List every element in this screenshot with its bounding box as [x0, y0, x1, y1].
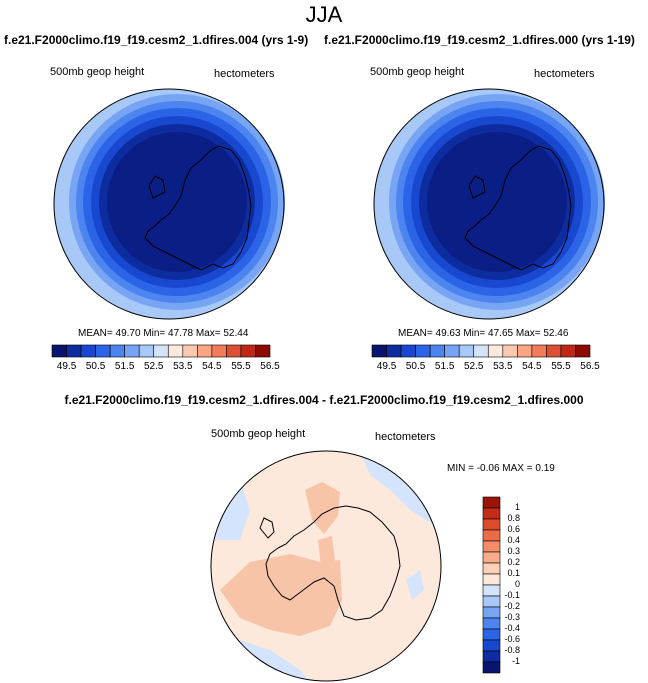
colorbar-box [371, 344, 387, 358]
diff-positive-patch-c [318, 536, 336, 576]
colorbar-box [138, 344, 155, 358]
diff-polar-map [210, 450, 442, 682]
colorbar-tick-label: 51.5 [434, 361, 455, 372]
panel2-variable-label: 500mb geop height [370, 66, 465, 78]
diff-colorbar [482, 496, 501, 674]
colorbar-tick-label: 52.5 [143, 361, 164, 372]
colorbar-box [546, 344, 562, 358]
diff-colorbar-tick-label: 0 [514, 579, 520, 589]
colorbar-box [182, 344, 198, 358]
panel1-units-label: hectometers [214, 68, 275, 80]
diff-colorbar-tick-label: -0.6 [504, 634, 520, 644]
colorbar-box [226, 344, 242, 358]
panel2-units-label: hectometers [534, 68, 595, 80]
diff-negative-patch-e [406, 570, 424, 600]
diff-colorbar-tick-label: -1 [511, 656, 520, 666]
colorbar-box [415, 344, 431, 358]
colorbar-box [109, 344, 125, 358]
colorbar-tick-label: 51.5 [114, 361, 135, 372]
diff-colorbar-tick-label: -0.1 [504, 590, 520, 600]
diff-map-border [210, 450, 442, 682]
colorbar-tick-label: 49.5 [376, 361, 397, 372]
diff-colorbar-tick-label: 0.3 [507, 546, 520, 556]
colorbar-tick-label: 56.5 [260, 361, 280, 372]
colorbar-box [95, 344, 111, 358]
panel2-subtitle: f.e21.F2000climo.f19_f19.cesm2_1.dfires.… [324, 33, 635, 47]
colorbar-box [560, 344, 576, 358]
diff-stats: MIN = -0.06 MAX = 0.19 [447, 463, 555, 474]
panel2-antarctica-outline [464, 145, 572, 271]
panel2-colorbar [371, 344, 591, 358]
colorbar-box [80, 344, 96, 358]
colorbar-box [429, 344, 445, 358]
colorbar-box [531, 344, 547, 358]
colorbar-box [51, 344, 67, 358]
diff-colorbar-tick-label: 1 [514, 502, 520, 512]
diff-colorbar-tick-label: -0.2 [504, 601, 520, 611]
diff-colorbar-tick-label: 0.2 [507, 557, 520, 567]
colorbar-box [458, 344, 475, 358]
colorbar-box [255, 344, 271, 358]
panel1-variable-label: 500mb geop height [50, 66, 145, 78]
diff-subtitle: f.e21.F2000climo.f19_f19.cesm2_1.dfires.… [64, 393, 584, 407]
colorbar-box [240, 344, 256, 358]
colorbar-box [197, 344, 213, 358]
panel2-stats: MEAN= 49.63 Min= 47.65 Max= 52.46 [398, 328, 569, 339]
colorbar-box [444, 344, 460, 358]
diff-negative-patch-ne [360, 451, 441, 530]
panel1-colorbar [51, 344, 271, 358]
colorbar-tick-label: 50.5 [405, 361, 426, 372]
colorbar-box [211, 344, 227, 358]
colorbar-tick-label: 50.5 [85, 361, 106, 372]
diff-colorbar-tick-label: -0.4 [504, 623, 520, 633]
panel1-antarctica-outline [144, 145, 252, 271]
diff-positive-patch-n [305, 482, 340, 534]
colorbar-tick-label: 49.5 [56, 361, 77, 372]
colorbar-tick-label: 55.5 [551, 361, 571, 372]
colorbar-tick-label: 53.5 [493, 361, 513, 372]
diff-colorbar-tick-label: -0.3 [504, 612, 520, 622]
panel2-polar-map [373, 88, 605, 320]
colorbar-tick-label: 53.5 [173, 361, 193, 372]
colorbar-box [167, 344, 184, 358]
panel1-subtitle: f.e21.F2000climo.f19_f19.cesm2_1.dfires.… [4, 33, 309, 47]
colorbar-tick-label: 52.5 [463, 361, 484, 372]
diff-colorbar-tick-label: 0.8 [507, 513, 520, 523]
colorbar-tick-label: 54.5 [202, 361, 222, 372]
diff-colorbar-tick-label: -0.8 [504, 645, 520, 655]
colorbar-box [575, 344, 591, 358]
diff-colorbar-tick-label: 0.1 [507, 568, 520, 578]
diff-variable-label: 500mb geop height [211, 428, 306, 440]
colorbar-tick-label: 56.5 [580, 361, 600, 372]
colorbar-box [400, 344, 416, 358]
diff-colorbar-box [482, 661, 501, 674]
colorbar-box [487, 344, 504, 358]
colorbar-tick-label: 55.5 [231, 361, 251, 372]
diff-units-label: hectometers [375, 431, 436, 443]
figure-title: JJA [305, 2, 343, 27]
panel1-polar-map [53, 88, 285, 320]
map-border [53, 88, 285, 320]
colorbar-tick-label: 54.5 [522, 361, 542, 372]
colorbar-box [502, 344, 518, 358]
colorbar-box [473, 344, 489, 358]
diff-colorbar-tick-label: 0.6 [507, 524, 520, 534]
colorbar-box [66, 344, 82, 358]
colorbar-box [517, 344, 533, 358]
colorbar-box [386, 344, 402, 358]
colorbar-box [124, 344, 140, 358]
colorbar-box [153, 344, 169, 358]
map-border [373, 88, 605, 320]
panel1-stats: MEAN= 49.70 Min= 47.78 Max= 52.44 [78, 328, 249, 339]
diff-colorbar-tick-label: 0.4 [507, 535, 520, 545]
diff-antarctica-outline [259, 505, 401, 621]
